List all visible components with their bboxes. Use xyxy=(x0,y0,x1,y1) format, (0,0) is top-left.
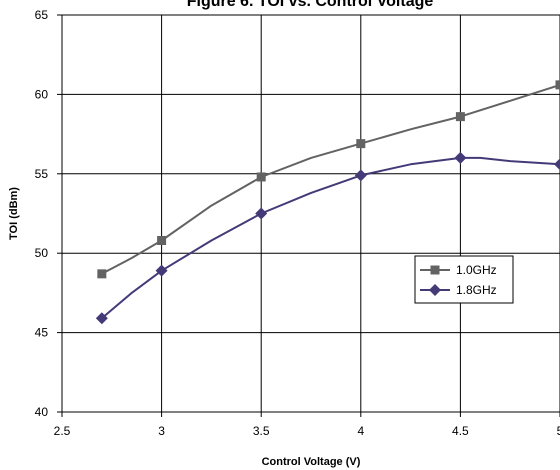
chart-title: Figure 6. TOI vs. Control Voltage xyxy=(187,0,434,10)
x-tick-label: 4.5 xyxy=(452,424,469,438)
data-point xyxy=(95,312,108,325)
x-tick-label: 4 xyxy=(357,424,364,438)
series-1 xyxy=(97,80,560,279)
series-line xyxy=(101,83,560,275)
data-point xyxy=(554,158,560,171)
y-tick-label: 60 xyxy=(35,87,49,101)
data-point xyxy=(155,264,168,277)
plot-area-border xyxy=(61,14,560,413)
grid xyxy=(62,15,560,412)
series-2 xyxy=(95,151,560,325)
data-point xyxy=(255,207,268,220)
data-point xyxy=(356,139,366,149)
legend-marker xyxy=(430,265,440,275)
data-point xyxy=(454,151,467,164)
y-tick-label: 65 xyxy=(35,8,49,22)
y-tick-label: 40 xyxy=(35,405,49,419)
legend-label: 1.8GHz xyxy=(456,283,497,297)
x-tick-label: 5 xyxy=(557,424,560,438)
data-point xyxy=(354,169,367,182)
y-tick-label: 50 xyxy=(35,246,49,260)
legend-box xyxy=(414,255,514,304)
x-tick-label: 3 xyxy=(158,424,165,438)
legend: 1.0GHz 1.8GHz xyxy=(414,255,514,304)
series xyxy=(95,80,560,325)
data-point xyxy=(455,112,465,122)
legend-label: 1.0GHz xyxy=(456,263,497,277)
legend-marker xyxy=(429,284,441,296)
data-point xyxy=(256,172,266,182)
tick-labels: 2.5 3 3.5 4 4.5 5 40 45 50 55 60 65 xyxy=(35,8,560,438)
y-axis-label: TOI (dBm) xyxy=(8,187,20,240)
series-line xyxy=(101,156,560,320)
x-axis-label: Control Voltage (V) xyxy=(262,456,361,468)
x-tick-label: 2.5 xyxy=(54,424,71,438)
x-tick-label: 3.5 xyxy=(253,424,270,438)
y-tick-label: 45 xyxy=(35,326,49,340)
data-point xyxy=(97,269,107,279)
y-tick-label: 55 xyxy=(35,167,49,181)
data-point xyxy=(555,80,560,90)
data-point xyxy=(157,235,167,245)
